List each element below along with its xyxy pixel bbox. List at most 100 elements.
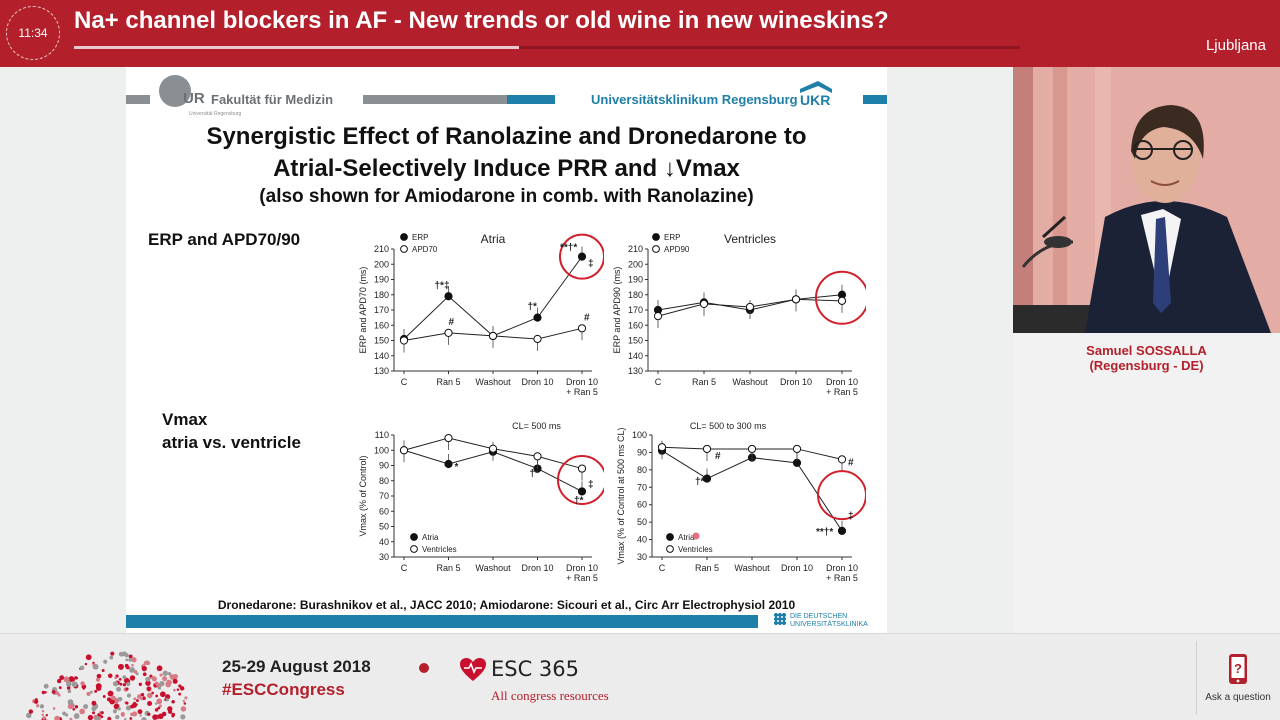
heart-icon[interactable] <box>459 657 487 683</box>
legend-label: APD70 <box>412 245 438 254</box>
globe-dot <box>154 681 159 685</box>
y-axis-label: ERP and APD90 (ms) <box>612 267 622 354</box>
y-tick-label: 50 <box>379 522 389 532</box>
significance-mark: **†* <box>816 527 833 538</box>
globe-dot <box>138 682 143 686</box>
esc365-link[interactable]: ESC 365 <box>491 657 580 681</box>
globe-dot <box>34 698 38 701</box>
globe-dot <box>58 686 62 690</box>
globe-dot <box>101 669 105 673</box>
globe-dot <box>142 696 146 701</box>
globe-dot <box>126 665 130 670</box>
data-point <box>577 324 587 333</box>
legend-marker <box>652 233 660 241</box>
globe-dot <box>160 691 166 698</box>
legend-marker <box>400 233 408 241</box>
globe-dot <box>159 681 165 687</box>
y-tick-label: 60 <box>637 500 647 510</box>
slide-viewport: UR Fakultät für Medizin Universität Rege… <box>0 67 1013 633</box>
esc365-subtitle[interactable]: All congress resources <box>491 688 609 703</box>
x-tick-label: Ran 5 <box>692 377 716 387</box>
significance-mark: †* <box>574 495 584 506</box>
ask-question-icon[interactable]: ? <box>1228 653 1248 685</box>
data-point <box>577 487 587 496</box>
data-point <box>699 299 709 309</box>
y-tick-label: 140 <box>374 351 389 361</box>
globe-dot <box>130 704 135 709</box>
significance-mark: †*‡ <box>435 280 450 291</box>
x-tick-label: Ran 5 <box>436 377 460 387</box>
globe-dot <box>45 713 49 717</box>
globe-dot <box>98 717 102 720</box>
legend-marker <box>400 245 408 253</box>
highlight-circle <box>817 470 866 521</box>
globe-dot <box>51 690 56 694</box>
globe-dot <box>84 662 88 666</box>
y-tick-label: 90 <box>637 447 647 457</box>
globe-dot <box>69 717 73 720</box>
speaker-video[interactable] <box>1013 67 1280 333</box>
globe-dot <box>103 659 108 664</box>
section-label-vmax: Vmax <box>162 410 208 429</box>
y-tick-label: 200 <box>374 259 389 269</box>
globe-dot <box>122 675 127 680</box>
y-tick-label: 30 <box>637 552 647 562</box>
faculty-name: Fakultät für Medizin <box>211 92 334 107</box>
data-point <box>444 433 453 443</box>
progress-bar[interactable] <box>74 46 1020 49</box>
globe-dot <box>129 666 136 673</box>
data-point <box>791 295 801 304</box>
legend-label: APD90 <box>664 245 690 254</box>
university-logo-letters: UR <box>183 90 205 107</box>
legend-label: Atria <box>678 533 695 542</box>
congress-hashtag[interactable]: #ESCCongress <box>222 680 345 699</box>
x-tick-label: Washout <box>734 563 770 573</box>
globe-dot <box>106 697 112 702</box>
globe-dot <box>92 663 96 667</box>
highlight-circle <box>559 233 604 280</box>
x-tick-label: Washout <box>732 377 768 387</box>
globe-dot <box>65 713 69 717</box>
x-tick-label: Dron 10 + Ran 5 <box>566 563 598 583</box>
globe-dot <box>171 714 175 718</box>
globe-dot <box>91 700 97 706</box>
legend-label: Ventricles <box>422 545 457 554</box>
y-tick-label: 150 <box>374 336 389 346</box>
cursor-pointer <box>692 532 700 540</box>
globe-dot <box>165 698 170 702</box>
globe-dot <box>167 706 173 712</box>
globe-dot <box>117 707 121 711</box>
ask-question-button[interactable]: Ask a question <box>1205 692 1271 703</box>
globe-dot <box>125 687 129 691</box>
globe-dot <box>162 676 168 682</box>
congress-dates: 25-29 August 2018 <box>222 657 371 676</box>
globe-dot <box>151 676 157 682</box>
globe-dot <box>89 690 93 694</box>
globe-dot <box>59 675 65 681</box>
globe-dot <box>172 678 178 684</box>
legend-label: Atria <box>422 533 439 542</box>
globe-dot <box>145 680 151 686</box>
progress-fill <box>74 46 519 49</box>
y-tick-label: 150 <box>628 336 643 346</box>
data-point <box>577 464 587 473</box>
globe-dot <box>136 699 139 702</box>
x-tick-label: Dron 10 <box>521 377 553 387</box>
data-point <box>399 446 409 455</box>
globe-dot <box>161 711 167 717</box>
y-tick-label: 180 <box>628 290 643 300</box>
chart-title: Ventricles <box>724 232 776 246</box>
globe-dot <box>125 658 129 662</box>
globe-dot <box>118 651 124 657</box>
globe-dot <box>125 705 132 711</box>
x-tick-label: C <box>401 563 408 573</box>
legend-marker <box>410 545 418 553</box>
globe-dot <box>95 677 101 682</box>
chart-vmax-cl500-300: CL= 500 to 300 ms 30 40 50 60 70 80 90 100 Vmax (… <box>616 421 866 583</box>
speaker-image <box>1013 67 1280 333</box>
globe-dot <box>114 676 118 680</box>
ukr-logo-letters: UKR <box>800 92 830 107</box>
y-tick-label: 200 <box>628 259 643 269</box>
globe-dot <box>137 694 142 699</box>
globe-dot <box>135 672 139 676</box>
